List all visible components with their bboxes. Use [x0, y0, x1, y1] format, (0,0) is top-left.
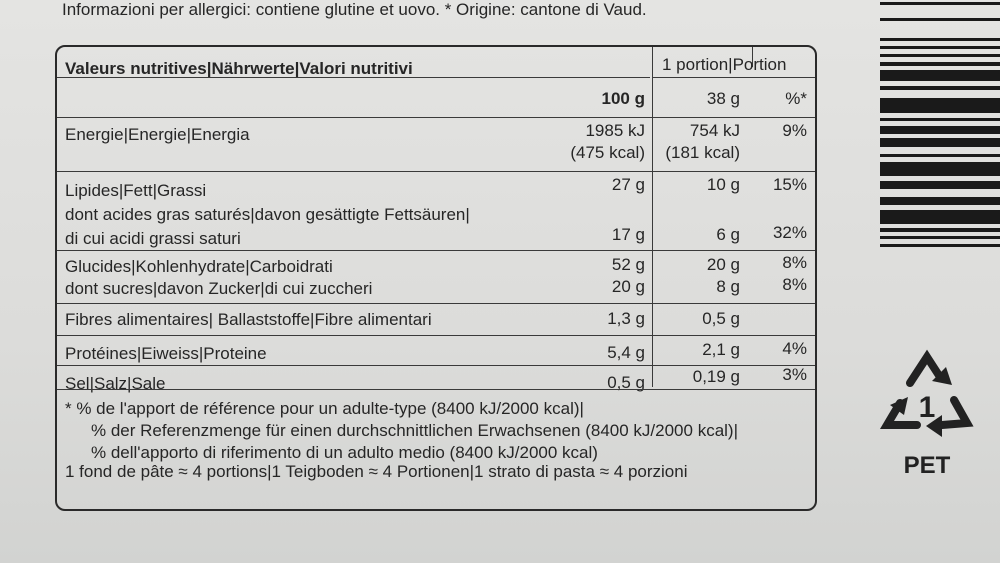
row-label: Glucides|Kohlenhydrate|Carboidrati: [65, 257, 333, 276]
row-label: Fibres alimentaires| Ballaststoffe|Fibre…: [65, 310, 432, 329]
cell: (181 kcal): [665, 143, 740, 162]
footnote: % der Referenzmenge für einen durchschni…: [91, 421, 738, 440]
row-label: Lipides|Fett|Grassi: [65, 181, 207, 200]
cell: 20 g: [611, 277, 645, 296]
cell: 1985 kJ: [585, 121, 645, 140]
cell: 4%: [782, 339, 807, 358]
cell: 754 kJ: [689, 121, 740, 140]
barcode-icon: [880, 0, 1000, 250]
row-label: Sel|Salz|Sale: [65, 374, 166, 393]
nutrition-table: Valeurs nutritives|Nährwerte|Valori nutr…: [55, 45, 817, 511]
cell: 32%: [772, 223, 807, 242]
allergen-note: Informazioni per allergici: contiene glu…: [62, 0, 647, 19]
header-portion: 1 portion|Portion: [662, 55, 787, 74]
cell: 2,1 g: [702, 340, 740, 359]
row-label: dont acides gras saturés|davon gesättigt…: [65, 205, 470, 224]
pet-label: PET: [903, 452, 951, 479]
row-label: di cui acidi grassi saturi: [65, 229, 241, 248]
cell: 3%: [782, 365, 807, 384]
cell: 27 g: [611, 175, 645, 194]
divider: [652, 47, 653, 387]
footnote: * % de l'apport de référence pour un adu…: [65, 399, 584, 418]
pct-header: %*: [785, 89, 807, 108]
cell: 8%: [782, 275, 807, 294]
cell: 8 g: [716, 277, 740, 296]
cell: 0,5 g: [607, 373, 645, 392]
portion-header: 38 g: [706, 89, 740, 108]
cell: 15%: [772, 175, 807, 194]
row-label: Protéines|Eiweiss|Proteine: [65, 344, 267, 363]
footnote: % dell'apporto di riferimento di un adul…: [91, 443, 598, 462]
per100-header: 100 g: [601, 89, 645, 108]
header-label: Valeurs nutritives|Nährwerte|Valori nutr…: [65, 59, 413, 78]
footnote: 1 fond de pâte ≈ 4 portions|1 Teigboden …: [65, 462, 688, 481]
cell: 20 g: [706, 255, 740, 274]
cell: 52 g: [611, 255, 645, 274]
cell: 10 g: [706, 175, 740, 194]
cell: 9%: [782, 121, 807, 140]
cell: 8%: [782, 253, 807, 272]
recycle-number: 1: [919, 391, 936, 424]
row-label: dont sucres|davon Zucker|di cui zuccheri: [65, 279, 373, 298]
cell: 1,3 g: [607, 309, 645, 328]
recycle-pet-1-icon: 1 PET: [872, 345, 982, 485]
row-label: Energie|Energie|Energia: [65, 125, 250, 144]
cell: 0,5 g: [702, 309, 740, 328]
cell: 6 g: [716, 225, 740, 244]
cell: 5,4 g: [607, 343, 645, 362]
divider: [752, 47, 753, 67]
cell: 17 g: [611, 225, 645, 244]
cell: (475 kcal): [570, 143, 645, 162]
cell: 0,19 g: [692, 367, 740, 386]
